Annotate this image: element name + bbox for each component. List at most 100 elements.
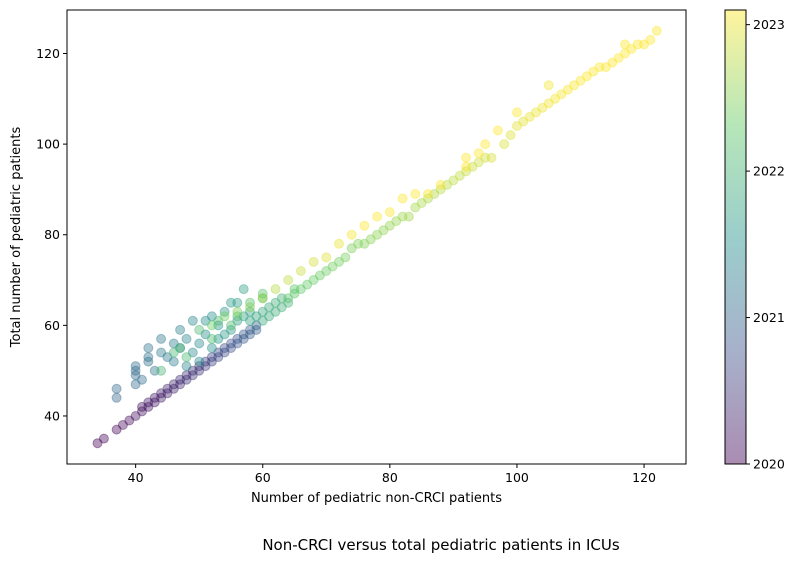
colorbar-tick-label: 2023 [753,17,785,32]
data-point [524,111,535,122]
data-point [257,288,268,299]
data-point [334,238,344,249]
data-point [372,229,383,240]
data-point [308,275,319,285]
data-point [238,284,249,295]
data-point [359,238,370,249]
data-point [391,216,402,227]
data-point [283,275,294,285]
data-point [194,356,205,367]
data-point [181,370,192,381]
data-point [473,157,484,168]
data-point [156,333,167,344]
data-point [143,401,154,412]
data-point [175,343,186,353]
data-point [543,98,554,109]
data-point [168,356,179,367]
data-point [384,207,395,218]
data-point [372,211,383,222]
data-point [257,293,268,304]
data-point [620,48,630,59]
data-point [149,397,160,408]
data-point [194,361,205,372]
y-tick-label: 80 [44,227,60,242]
data-point [346,243,357,254]
data-point [416,198,427,208]
data-point [232,297,243,308]
data-point [162,352,173,363]
data-point [232,311,243,322]
colorbar-tick-label: 2021 [753,310,785,325]
data-point [245,297,255,308]
data-point [194,338,205,349]
data-point [397,193,408,204]
data-point [461,161,472,172]
data-point [251,320,262,331]
data-point [219,311,230,322]
data-point [245,315,255,326]
data-point [245,306,255,317]
data-point [130,365,141,376]
data-point [423,193,433,204]
data-point [213,315,224,326]
data-point [187,370,198,381]
data-point [397,211,408,222]
data-point [626,44,637,54]
data-point [308,256,319,267]
data-point [130,361,141,372]
data-point [200,329,211,340]
data-point [143,397,154,408]
data-point [219,343,230,353]
colorbar-ticks: 2020 2021 2022 2023 [746,17,785,472]
data-point [137,401,147,412]
data-point [251,324,262,335]
data-point [295,266,306,276]
data-point [232,333,243,344]
data-point [403,211,414,222]
data-point [149,392,160,403]
data-point [550,93,561,104]
data-point [143,352,154,363]
data-point [194,324,205,335]
data-point [276,302,287,313]
data-point [257,306,268,317]
data-point [480,139,491,150]
data-point [219,347,230,358]
x-tick-label: 40 [128,470,144,485]
data-point [226,338,236,349]
data-point [200,356,211,367]
scatter-points [92,25,662,449]
data-point [512,107,522,118]
data-point [378,225,389,236]
data-point [194,365,205,376]
data-point [162,383,173,394]
data-point [499,139,510,150]
data-point [226,297,236,308]
data-point [454,170,465,181]
data-point [175,374,186,385]
x-tick-label: 60 [255,470,271,485]
data-point [531,107,541,118]
data-point [410,202,421,213]
data-point [384,220,395,231]
data-point [187,365,198,376]
data-point [175,343,186,353]
data-point [226,324,236,335]
data-point [283,297,294,308]
data-point [219,329,230,340]
data-point [143,356,154,367]
data-point [162,388,173,399]
data-point [442,179,452,190]
data-point [213,320,224,331]
data-point [226,320,236,331]
data-point [581,71,592,82]
data-point [556,89,567,100]
data-point [213,333,224,344]
data-point [200,315,211,326]
data-point [257,315,268,326]
data-point [137,374,147,385]
data-point [461,152,472,163]
data-point [276,293,287,304]
data-point [98,433,109,444]
data-point [321,252,332,263]
